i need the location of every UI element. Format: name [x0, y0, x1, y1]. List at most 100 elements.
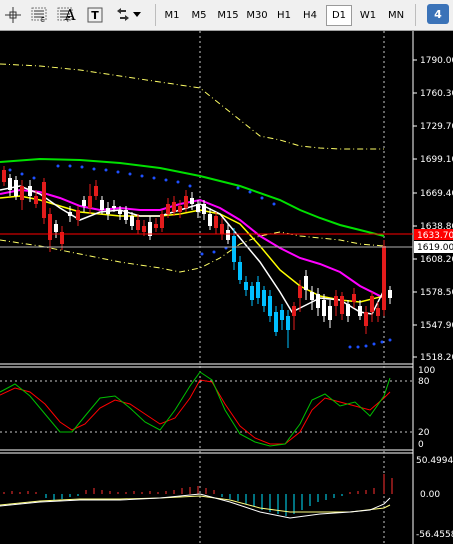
candle-body [274, 312, 278, 332]
macd-max-label: 50.4994 [416, 456, 453, 466]
candle-body [226, 230, 230, 240]
candle-body [256, 282, 260, 298]
price-label: 1518.20 [420, 353, 453, 363]
price-label: 1547.90 [420, 321, 453, 331]
candle-body [68, 212, 72, 216]
candle-body [190, 198, 194, 204]
timeframe-m15-button[interactable]: M15 [217, 10, 239, 21]
candle-body [280, 310, 284, 320]
candle-body [286, 316, 290, 330]
candle-body [316, 294, 320, 308]
stoch-main-line [0, 371, 391, 447]
price-chart[interactable]: 1790.00 1760.30 1729.70 1699.10 1669.40 … [0, 31, 453, 544]
candle-body [172, 202, 176, 212]
candle-body [14, 180, 18, 196]
candle-body [42, 182, 46, 218]
timeframe-m1-button[interactable]: M1 [164, 10, 180, 21]
candle-body [208, 214, 212, 226]
text-label-icon[interactable]: A [60, 4, 80, 26]
stoch-level-label: 100 [418, 366, 435, 376]
candle-body [202, 204, 206, 214]
timeframe-h4-button[interactable]: H4 [303, 10, 317, 21]
macd-min-label: -56.4558 [416, 530, 453, 540]
candle-body [178, 206, 182, 212]
price-label: 1760.30 [420, 89, 453, 99]
notification-badge[interactable]: 4 [427, 4, 449, 24]
candle-body [148, 222, 152, 236]
candle-body [118, 210, 122, 214]
macd-histogram [3, 474, 393, 516]
candle-body [34, 196, 38, 204]
crosshair-icon[interactable] [2, 4, 24, 26]
candle-body [154, 224, 158, 228]
price-label: 1790.00 [420, 56, 453, 66]
candle-body [298, 286, 302, 298]
timeframe-mn-button[interactable]: MN [387, 10, 405, 21]
stoch-level-label: 80 [418, 377, 430, 387]
candle-body [88, 196, 92, 208]
candle-body [76, 210, 80, 220]
candle-body [112, 206, 116, 208]
timeframe-w1-button[interactable]: W1 [359, 10, 377, 21]
candle-body [346, 304, 350, 316]
candle-body [142, 226, 146, 232]
price-label: 1669.40 [420, 189, 453, 199]
candle-body [352, 294, 356, 302]
candle-body [238, 262, 242, 280]
timeframe-m5-button[interactable]: M5 [191, 10, 207, 21]
candle-body [136, 220, 140, 230]
timeframe-m30-button[interactable]: M30 [246, 10, 268, 21]
toolbar-separator [415, 4, 416, 26]
candle-body [130, 216, 134, 226]
stoch-signal-line [0, 379, 391, 445]
text-box-icon[interactable]: T [84, 4, 106, 26]
candle-body [370, 296, 374, 312]
price-label: 1729.70 [420, 122, 453, 132]
candle-body [244, 282, 248, 290]
candle-body [28, 186, 32, 196]
price-scale: 1790.00 1760.30 1729.70 1699.10 1669.40 … [413, 56, 453, 363]
macd-main-line [0, 493, 391, 519]
stoch-level-label: 0 [418, 440, 424, 450]
chart-toolbar: E F A T M1 M5 M15 M30 H1 H4 D1 W1 MN 4 [0, 0, 453, 31]
candle-body [106, 208, 110, 214]
candle-body [220, 224, 224, 234]
candle-body [8, 178, 12, 190]
upper-envelope-line [0, 63, 384, 150]
price-label: 1608.20 [420, 255, 453, 265]
candle-body [94, 186, 98, 196]
candle-body [196, 204, 200, 212]
candle-body [268, 296, 272, 316]
text-box-letter: T [91, 8, 99, 22]
candle-body [322, 300, 326, 316]
candle-body [382, 246, 386, 310]
chart-background [0, 31, 453, 544]
current-price-label: 1619.00 [417, 243, 453, 253]
candle-body [184, 196, 188, 208]
green-ma-line [0, 157, 385, 237]
line-e-icon[interactable]: E [28, 4, 50, 26]
dropdown-arrow-icon[interactable] [131, 4, 143, 26]
price-label: 1638.80 [420, 222, 453, 232]
text-label-letter: A [64, 6, 76, 24]
ask-price-label: 1633.70 [417, 231, 453, 241]
line-f-icon[interactable]: F [54, 4, 76, 26]
ask-price-box [414, 229, 453, 240]
candle-body [2, 170, 6, 182]
timeframe-h1-button[interactable]: H1 [277, 10, 291, 21]
candle-body [82, 200, 86, 206]
parabolic-sar-dots [8, 164, 392, 349]
stochastic-panel: 100 80 20 0 [0, 366, 435, 450]
candle-body [48, 214, 52, 240]
candle-body [166, 204, 170, 214]
timeframe-d1-button[interactable]: D1 [326, 5, 352, 26]
lower-envelope-line [0, 231, 385, 273]
candle-body [100, 200, 104, 210]
arrows-icon[interactable] [112, 4, 134, 26]
macd-panel: 50.4994 0.00 -56.4558 [0, 456, 453, 540]
candle-body [124, 210, 128, 220]
stoch-level-label: 20 [418, 428, 430, 438]
icon-letter-f: F [67, 17, 71, 24]
candle-body [250, 286, 254, 300]
toolbar-separator [155, 4, 156, 26]
